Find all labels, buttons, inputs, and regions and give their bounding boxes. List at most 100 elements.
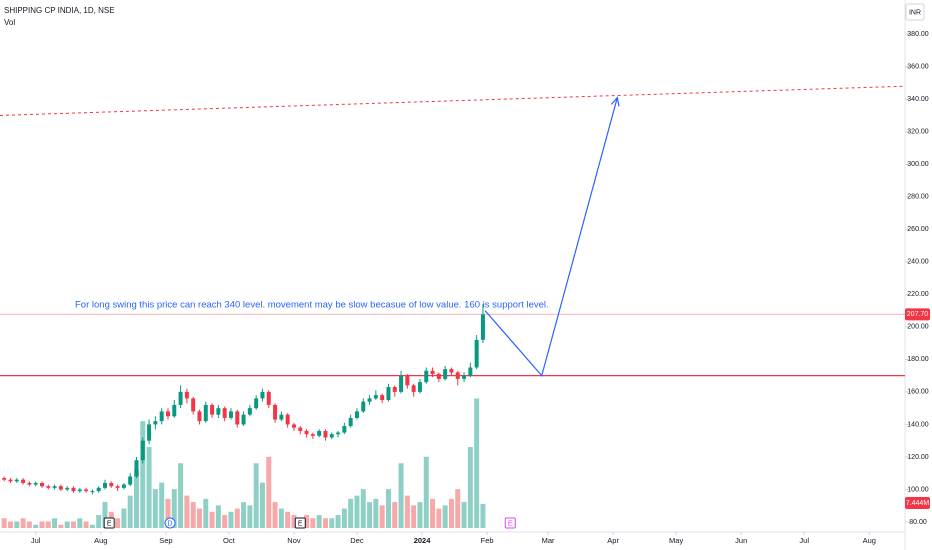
candle-body — [342, 426, 347, 433]
event-marker — [164, 517, 176, 529]
volume-bar — [467, 447, 473, 528]
volume-bar — [115, 518, 121, 528]
trend-line — [0, 85, 906, 116]
volume-bar — [455, 489, 461, 528]
volume-bar — [184, 495, 190, 528]
candle-body — [254, 398, 259, 409]
candle-body — [298, 427, 303, 431]
volume-bar — [33, 524, 39, 528]
candle-body — [348, 417, 353, 427]
candle-body — [323, 430, 328, 438]
volume-bar — [392, 502, 398, 528]
event-marker — [103, 517, 115, 529]
y-tick-label: 280.00 — [907, 194, 929, 201]
candle-body — [411, 385, 416, 392]
volume-bar — [146, 447, 152, 528]
candle-body — [90, 491, 95, 493]
candle-body — [165, 411, 170, 417]
candle-body — [178, 391, 183, 405]
candle-body — [228, 411, 233, 418]
candle-body — [317, 430, 322, 436]
event-label[interactable]: E — [508, 520, 513, 527]
candle-body — [140, 440, 145, 461]
y-tick-label: 240.00 — [907, 259, 929, 266]
candle-body — [436, 374, 441, 379]
candle-body — [392, 387, 397, 392]
candle-body — [216, 408, 221, 415]
volume-bar — [209, 511, 215, 528]
volume-bar — [121, 508, 127, 528]
candle-body — [58, 486, 63, 490]
candle-body — [147, 424, 152, 441]
candle-body — [121, 484, 126, 488]
candle-body — [361, 401, 366, 412]
candle-body — [354, 411, 359, 418]
volume-bar — [430, 498, 436, 528]
candle-body — [273, 404, 278, 420]
y-tick-label: 320.00 — [907, 129, 929, 136]
volume-bar — [266, 456, 272, 528]
volume-bar — [474, 398, 480, 528]
volume-bar — [442, 505, 448, 528]
candles — [2, 304, 485, 495]
candle-body — [285, 414, 290, 425]
candle-body — [310, 434, 315, 436]
volume-bar — [354, 495, 360, 528]
volume-bar — [64, 521, 70, 528]
volume-bar — [291, 515, 297, 528]
event-label[interactable]: D — [168, 520, 173, 527]
y-tick-label: 80.00 — [909, 519, 927, 526]
volume-bar — [171, 489, 177, 528]
volume-bar — [259, 482, 265, 528]
volume-bar — [96, 515, 102, 528]
volume-bar — [190, 502, 196, 528]
x-tick-label: Apr — [607, 536, 619, 545]
candle-body — [115, 486, 120, 488]
candle-body — [33, 482, 38, 485]
event-label[interactable]: E — [298, 520, 303, 527]
volume-bar — [133, 469, 139, 528]
arrow-path — [484, 97, 618, 377]
candle-body — [405, 375, 410, 386]
volume-bar — [7, 521, 13, 528]
volume-bar — [278, 508, 284, 528]
volume-bar — [26, 521, 32, 528]
currency[interactable]: INR — [909, 9, 921, 16]
y-tick-label: 140.00 — [907, 421, 929, 428]
candle-body — [159, 411, 164, 422]
candle-body — [222, 408, 227, 418]
volume-bar — [20, 518, 26, 528]
volume-label: Vol — [4, 18, 15, 27]
x-tick-label: Sep — [159, 536, 172, 545]
event-label[interactable]: E — [107, 520, 112, 527]
x-tick-label: May — [669, 536, 683, 545]
volume-bar — [417, 502, 423, 528]
candle-body — [455, 372, 460, 379]
x-tick-label: Aug — [94, 536, 107, 545]
x-tick-label: Jun — [735, 536, 747, 545]
y-tick-label: 260.00 — [907, 226, 929, 233]
volume-bar — [14, 521, 20, 528]
volume-bar — [234, 508, 240, 528]
volume-bar — [1, 518, 7, 528]
x-tick-label: Oct — [223, 536, 236, 545]
candle-body — [367, 398, 372, 402]
y-tick-label: 100.00 — [907, 486, 929, 493]
currency-box[interactable] — [905, 3, 925, 21]
volume-bar — [83, 521, 89, 528]
y-tick-label: 160.00 — [907, 389, 929, 396]
volume-bar — [228, 511, 234, 528]
volume-bar — [423, 456, 429, 528]
candle-body — [210, 404, 215, 415]
volume-bar — [52, 518, 58, 528]
volume-bar — [348, 498, 354, 528]
candle-body — [27, 482, 32, 485]
candle-body — [8, 479, 13, 482]
candle-body — [380, 395, 385, 401]
candle-body — [386, 387, 391, 401]
event-marker — [504, 517, 516, 529]
candle-body — [417, 382, 422, 392]
candle-body — [184, 391, 189, 399]
